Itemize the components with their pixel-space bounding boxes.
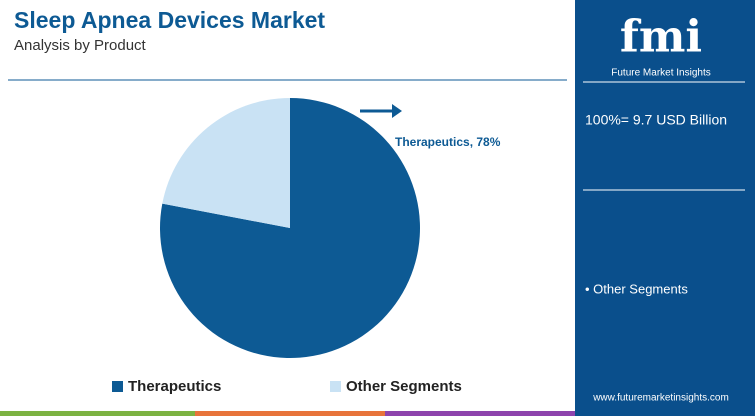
data-label: Therapeutics, 78% <box>395 135 501 149</box>
chart-subtitle: Analysis by Product <box>14 37 147 54</box>
arrow-head <box>392 104 402 118</box>
panel-note: • Other Segments <box>585 281 688 296</box>
legend-label: Other Segments <box>346 378 462 395</box>
stripe <box>0 411 195 416</box>
stripe <box>195 411 385 416</box>
legend-label: Therapeutics <box>128 378 221 395</box>
stripe <box>385 411 575 416</box>
brand: Future Market Insights <box>611 68 710 79</box>
side-panel <box>575 0 755 416</box>
logo: fmi <box>620 12 702 63</box>
chart-title: Sleep Apnea Devices Market <box>14 7 325 33</box>
total-label: 100%= 9.7 USD Billion <box>585 112 727 128</box>
pie-slice <box>162 98 290 228</box>
url: www.futuremarketinsights.com <box>592 393 729 404</box>
legend-swatch <box>330 381 341 392</box>
legend-swatch <box>112 381 123 392</box>
